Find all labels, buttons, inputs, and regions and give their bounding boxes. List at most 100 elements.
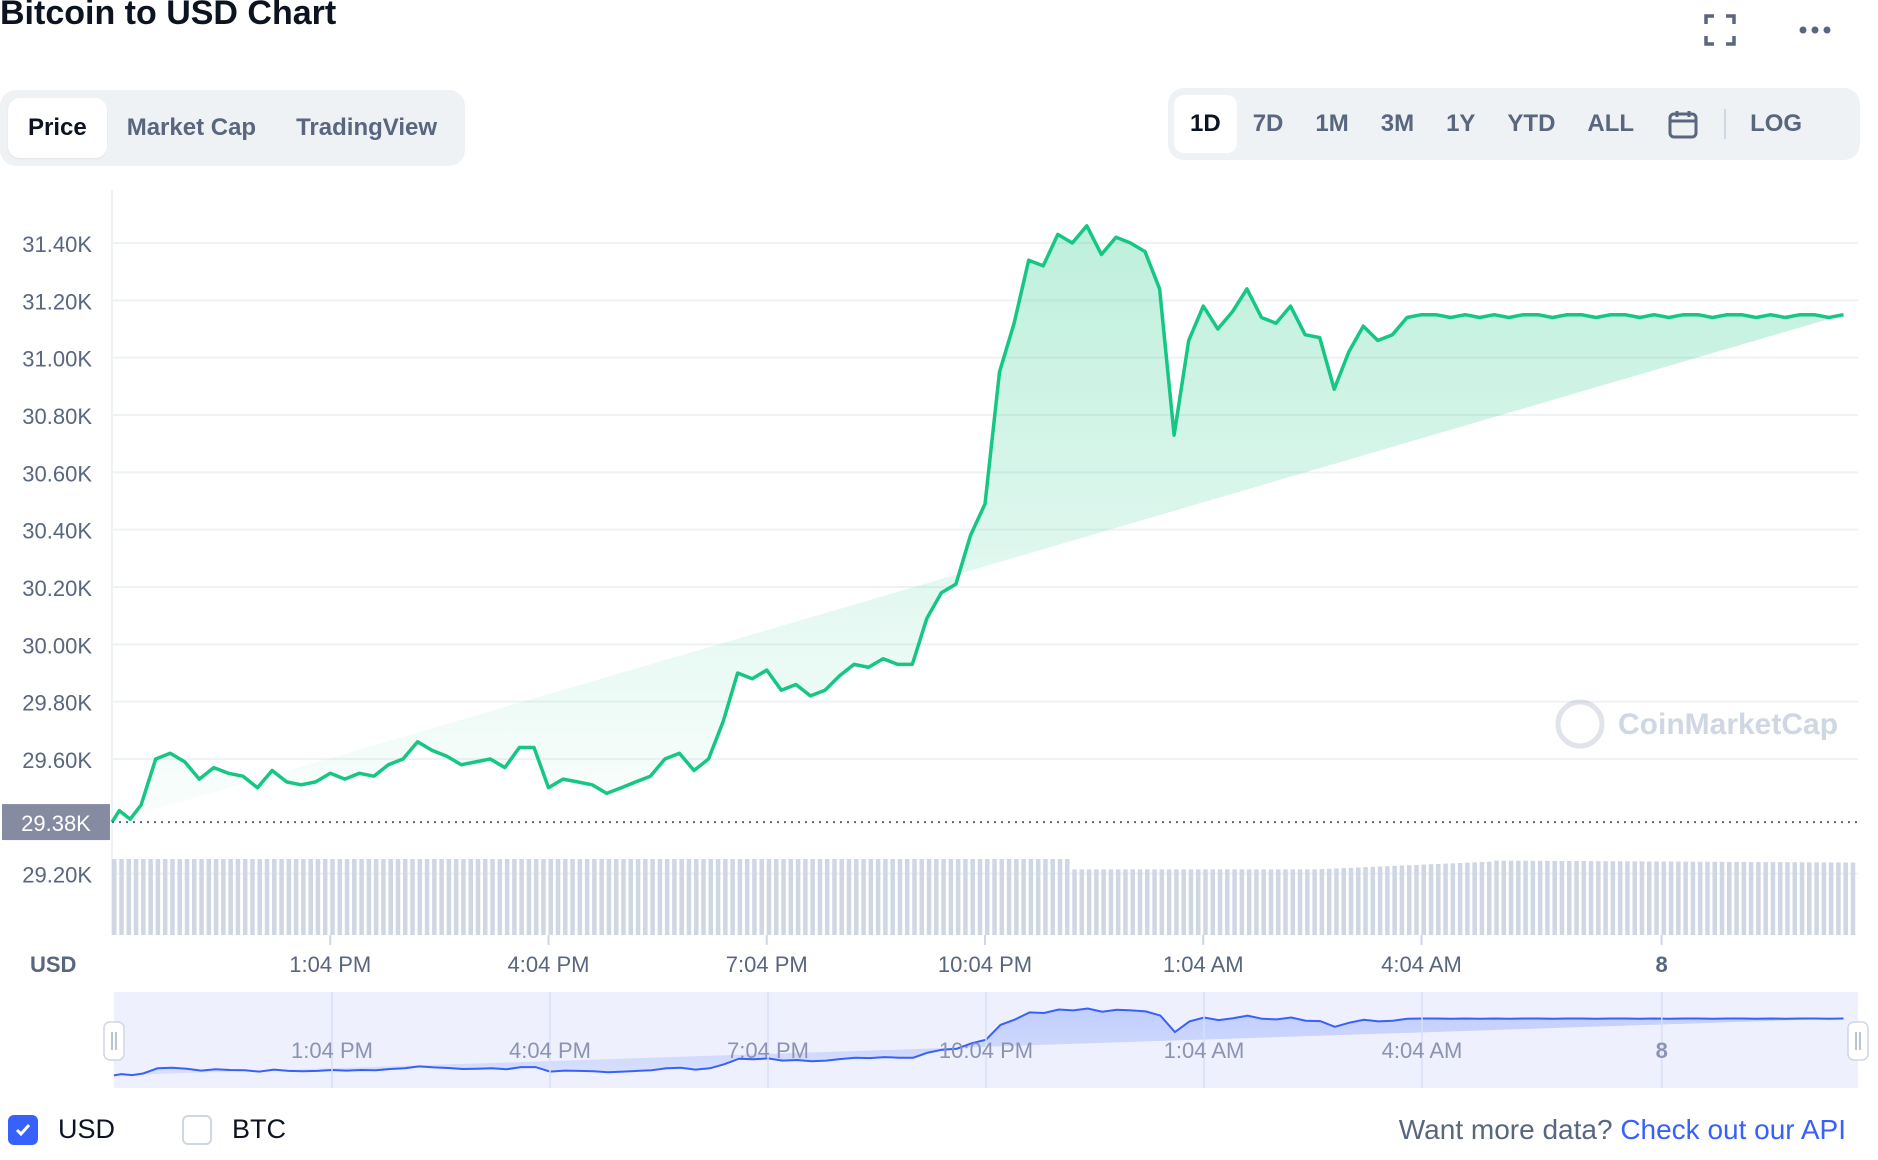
volume-bar bbox=[439, 859, 444, 935]
volume-bar bbox=[221, 859, 226, 935]
range-all[interactable]: ALL bbox=[1587, 110, 1635, 137]
volume-bar bbox=[1370, 866, 1376, 935]
more-dots-icon[interactable] bbox=[1795, 10, 1835, 50]
volume-bar bbox=[1145, 869, 1150, 935]
volume-bar bbox=[1028, 859, 1034, 935]
volume-bar bbox=[250, 859, 255, 935]
volume-bar bbox=[715, 859, 721, 935]
api-promo: Want more data? Check out our API bbox=[1399, 1114, 1846, 1146]
x-tick-label: 8 bbox=[1655, 952, 1667, 977]
volume-bar bbox=[1632, 861, 1637, 935]
volume-bar bbox=[1777, 862, 1783, 935]
tab-tradingview[interactable]: TradingView bbox=[296, 114, 438, 141]
x-tick-label: 10:04 PM bbox=[938, 952, 1032, 977]
navigator-handle-left[interactable] bbox=[103, 1021, 125, 1061]
navigator-tick-label: 4:04 PM bbox=[509, 1038, 591, 1063]
navigator-line bbox=[113, 1007, 1844, 1077]
volume-bar bbox=[810, 859, 815, 935]
volume-bar bbox=[1763, 862, 1768, 935]
range-selector: 1D 7D 1M 3M 1Y YTD ALL LOG bbox=[1168, 88, 1860, 160]
volume-bar bbox=[1719, 861, 1725, 935]
volume-bar bbox=[1596, 861, 1601, 935]
price-line bbox=[110, 224, 1844, 824]
volume-bar bbox=[1705, 861, 1710, 935]
range-1m[interactable]: 1M bbox=[1315, 110, 1349, 137]
volume-bar bbox=[1792, 862, 1798, 935]
y-tick-label: 29.20K bbox=[22, 863, 92, 888]
volume-bar bbox=[788, 859, 794, 935]
volume-bar bbox=[890, 859, 895, 935]
volume-bar bbox=[1785, 862, 1790, 935]
volume-bar bbox=[1283, 869, 1288, 935]
volume-bar bbox=[1617, 861, 1623, 935]
volume-bar bbox=[1807, 862, 1812, 935]
volume-bar bbox=[606, 859, 612, 935]
volume-bar bbox=[846, 859, 852, 935]
navigator-handle-right[interactable] bbox=[1847, 1021, 1869, 1061]
range-7d[interactable]: 7D bbox=[1252, 110, 1284, 137]
volume-bar bbox=[1297, 869, 1303, 935]
api-link[interactable]: Check out our API bbox=[1620, 1114, 1846, 1145]
volume-bar bbox=[1014, 859, 1019, 935]
y-tick-label: 29.60K bbox=[22, 748, 92, 773]
volume-bar bbox=[453, 859, 459, 935]
volume-bar bbox=[403, 859, 408, 935]
calendar-icon[interactable] bbox=[1650, 95, 1716, 153]
volume-bar bbox=[533, 859, 539, 935]
range-3m[interactable]: 3M bbox=[1380, 110, 1415, 137]
legend-btc[interactable]: BTC bbox=[182, 1114, 286, 1145]
volume-bar bbox=[497, 859, 503, 935]
volume-bar bbox=[1516, 860, 1521, 935]
volume-bar bbox=[395, 859, 401, 935]
volume-bar bbox=[1050, 859, 1055, 935]
volume-bar bbox=[657, 859, 663, 935]
volume-bar bbox=[432, 859, 437, 935]
volume-bar bbox=[1836, 862, 1841, 935]
range-ytd[interactable]: YTD bbox=[1507, 110, 1556, 137]
volume-bar bbox=[563, 859, 568, 935]
volume-bar bbox=[468, 859, 473, 935]
volume-bar bbox=[1377, 866, 1383, 935]
volume-bar bbox=[650, 859, 655, 935]
volume-bar bbox=[352, 859, 357, 935]
expand-icon[interactable] bbox=[1700, 10, 1740, 50]
volume-bar bbox=[1065, 859, 1070, 935]
legend-usd-label: USD bbox=[58, 1114, 116, 1144]
volume-bar bbox=[112, 859, 117, 935]
volume-bar bbox=[301, 859, 306, 935]
tab-price[interactable]: Price bbox=[8, 98, 107, 158]
volume-bar bbox=[1079, 869, 1085, 935]
range-1d[interactable]: 1D bbox=[1174, 95, 1237, 153]
volume-bar bbox=[1581, 861, 1587, 935]
volume-bar bbox=[1661, 861, 1667, 935]
volume-bar bbox=[781, 859, 786, 935]
volume-bar bbox=[1559, 860, 1565, 935]
volume-bar bbox=[490, 859, 495, 935]
volume-bar bbox=[1588, 861, 1594, 935]
checkbox-btc[interactable] bbox=[182, 1114, 212, 1145]
y-axis-unit-label: USD bbox=[30, 952, 76, 977]
volume-bar bbox=[1406, 865, 1412, 935]
volume-bar bbox=[737, 859, 743, 935]
volume-bar bbox=[366, 859, 372, 935]
volume-bar bbox=[759, 859, 764, 935]
checkbox-usd[interactable] bbox=[8, 1114, 38, 1145]
volume-bar bbox=[388, 859, 393, 935]
volume-bar bbox=[1385, 866, 1390, 935]
volume-bar bbox=[322, 859, 328, 935]
volume-bar bbox=[1494, 860, 1499, 935]
volume-bar bbox=[824, 859, 830, 935]
navigator-tick-label: 4:04 AM bbox=[1382, 1038, 1463, 1063]
volume-bar bbox=[1610, 861, 1616, 935]
range-1y[interactable]: 1Y bbox=[1446, 110, 1476, 137]
legend-usd[interactable]: USD bbox=[8, 1114, 115, 1145]
log-toggle[interactable]: LOG bbox=[1750, 110, 1803, 137]
volume-bar bbox=[839, 859, 844, 935]
y-tick-label: 30.00K bbox=[22, 633, 92, 658]
volume-bar bbox=[934, 859, 939, 935]
y-tick-label: 30.60K bbox=[22, 461, 92, 486]
tab-market-cap[interactable]: Market Cap bbox=[126, 114, 257, 141]
x-tick-label: 4:04 PM bbox=[508, 952, 590, 977]
volume-bar bbox=[170, 859, 175, 935]
volume-bar bbox=[1457, 863, 1463, 935]
